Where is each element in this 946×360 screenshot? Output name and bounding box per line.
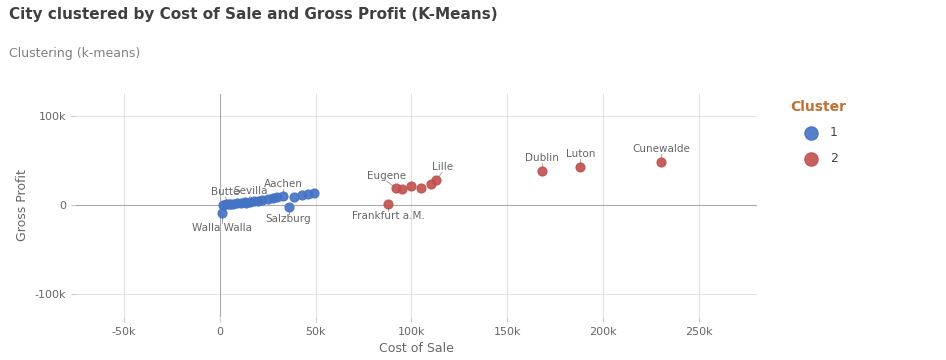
1 (306, 190, 321, 196)
Text: Eugene: Eugene (367, 171, 406, 181)
1 (236, 199, 252, 205)
1 (221, 201, 236, 207)
2 (389, 185, 404, 191)
1 (222, 201, 237, 207)
1 (300, 191, 315, 197)
1 (294, 192, 309, 198)
X-axis label: Cost of Sale: Cost of Sale (378, 342, 454, 355)
2 (572, 164, 587, 170)
Y-axis label: Gross Profit: Gross Profit (16, 169, 29, 241)
Text: Walla Walla: Walla Walla (192, 223, 253, 233)
2 (381, 202, 396, 207)
1 (225, 201, 240, 207)
2 (394, 186, 410, 192)
1 (254, 197, 270, 203)
1 (229, 201, 244, 206)
1 (270, 194, 285, 200)
2 (534, 168, 550, 174)
2 (429, 177, 444, 183)
Legend: 1, 2: 1, 2 (790, 100, 847, 165)
1 (260, 196, 275, 202)
1 (287, 194, 302, 199)
Text: Aachen: Aachen (263, 179, 303, 189)
Text: Cunewalde: Cunewalde (632, 144, 690, 154)
1 (215, 210, 230, 216)
Text: Frankfurt a.M.: Frankfurt a.M. (352, 211, 425, 221)
Text: Salzburg: Salzburg (266, 214, 311, 224)
2 (654, 159, 669, 165)
Text: Lille: Lille (431, 162, 453, 172)
1 (216, 202, 231, 208)
1 (247, 198, 262, 204)
2 (404, 184, 419, 189)
1 (239, 200, 254, 206)
Text: Butte: Butte (211, 187, 239, 197)
1 (219, 202, 234, 207)
2 (413, 185, 429, 191)
1 (251, 198, 266, 203)
1 (243, 199, 258, 204)
Text: Dublin: Dublin (525, 153, 559, 163)
1 (281, 204, 296, 210)
Text: City clustered by Cost of Sale and Gross Profit (K-Means): City clustered by Cost of Sale and Gross… (9, 7, 499, 22)
2 (423, 181, 438, 186)
1 (266, 195, 281, 201)
Text: Clustering (k-means): Clustering (k-means) (9, 47, 141, 60)
Text: Luton: Luton (566, 149, 595, 159)
1 (233, 200, 248, 206)
1 (275, 193, 290, 199)
Text: Sevilla: Sevilla (233, 186, 268, 196)
